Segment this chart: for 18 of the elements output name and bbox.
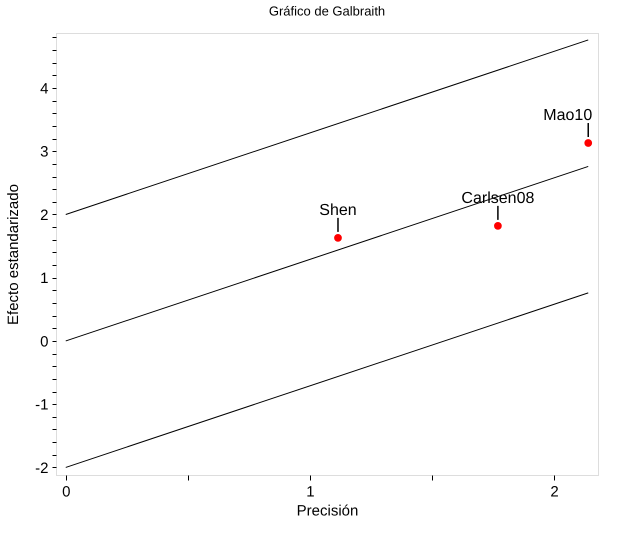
chart-title: Gráfico de Galbraith — [268, 3, 386, 18]
point — [584, 139, 592, 147]
y-tick-label: -1 — [35, 396, 48, 414]
point — [334, 234, 342, 242]
x-tick-label: 1 — [306, 484, 315, 500]
y-tick-label: 4 — [40, 80, 48, 98]
y-tick-label: 3 — [40, 144, 48, 161]
y-axis-title: Efecto estandarizado — [5, 184, 22, 325]
x-tick-label: 0 — [62, 484, 70, 500]
x-tick-label: 2 — [550, 484, 559, 500]
y-tick-label: 0 — [40, 333, 48, 350]
annotation: Shen — [319, 202, 357, 219]
x-axis-title: Precisión — [296, 502, 358, 520]
y-tick-label: -2 — [35, 460, 48, 477]
y-tick-label: 2 — [40, 206, 48, 224]
point — [494, 222, 502, 230]
y-tick-label: 1 — [40, 270, 48, 288]
annotation: Mao10 — [543, 107, 592, 124]
